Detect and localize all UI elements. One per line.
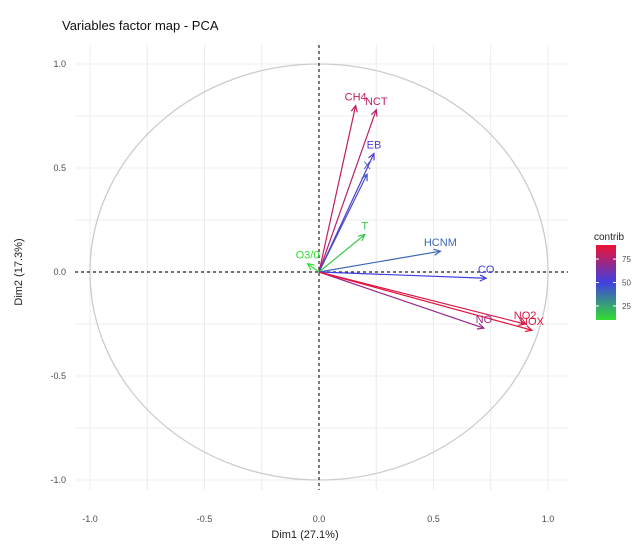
- arrowhead-no2: [518, 319, 527, 326]
- arrowhead-hcnm: [433, 248, 442, 256]
- arrow-ch4: [318, 105, 357, 273]
- arrow-x: [318, 173, 368, 273]
- arrow-no2: [318, 271, 526, 325]
- label-ch4: CH4: [345, 92, 367, 104]
- arrowhead-x: [361, 173, 368, 182]
- arrowhead-ch4: [350, 104, 358, 113]
- legend-colorbar: [596, 245, 616, 320]
- arrowhead-eb: [368, 152, 375, 161]
- label-nox: NOX: [520, 316, 545, 328]
- x-axis-title: Dim1 (27.1%): [271, 529, 338, 541]
- label-no: NO: [476, 314, 493, 326]
- label-co: CO: [478, 264, 495, 276]
- x-tick-label: -1.0: [82, 514, 98, 524]
- chart-title: Variables factor map - PCA: [62, 18, 219, 33]
- arrow-o3: [307, 263, 320, 273]
- arrows-layer: [306, 104, 534, 333]
- arrowhead-nox: [524, 325, 534, 333]
- label-no2: NO2: [514, 310, 537, 322]
- y-tick-label: 1.0: [53, 59, 66, 69]
- label-o3: O3/0: [296, 250, 320, 262]
- arrowhead-co: [479, 274, 488, 282]
- arrowhead-nct: [370, 108, 378, 117]
- y-tick-label: 0.5: [53, 163, 66, 173]
- x-tick-label: 0.0: [313, 514, 326, 524]
- arrow-nct: [318, 109, 377, 273]
- y-axis-title: Dim2 (17.3%): [13, 238, 25, 305]
- x-tick-label: 0.5: [427, 514, 440, 524]
- x-tick-label: 1.0: [542, 514, 555, 524]
- legend-tick-label: 50: [622, 279, 631, 288]
- arrow-hcnm: [318, 250, 441, 273]
- arrow-no: [318, 271, 485, 329]
- label-nct: NCT: [365, 96, 388, 108]
- y-tick-label: -0.5: [50, 371, 66, 381]
- ticks-layer: -1.0 -0.5 0.0 0.5 1.0 1.0 0.5 0.0 -0.5 -1.0: [50, 59, 554, 524]
- legend-tick-label: 75: [622, 255, 631, 264]
- arrowhead-no: [476, 322, 486, 330]
- label-hcnm: HCNM: [424, 237, 457, 249]
- legend-title: contrib: [594, 232, 624, 243]
- label-x: X: [363, 160, 371, 172]
- arrow-co: [318, 271, 487, 279]
- y-tick-label: -1.0: [50, 475, 66, 485]
- arrow-t: [318, 234, 366, 273]
- arrow-nox: [318, 271, 533, 331]
- y-tick-label: 0.0: [53, 267, 66, 277]
- arrowhead-o3: [306, 262, 315, 271]
- label-t: T: [361, 221, 368, 233]
- x-tick-label: -0.5: [197, 514, 213, 524]
- label-eb: EB: [367, 139, 382, 151]
- legend: contrib 75 50 25: [594, 232, 631, 320]
- legend-tick-label: 25: [622, 302, 631, 311]
- arrowhead-t: [357, 233, 366, 242]
